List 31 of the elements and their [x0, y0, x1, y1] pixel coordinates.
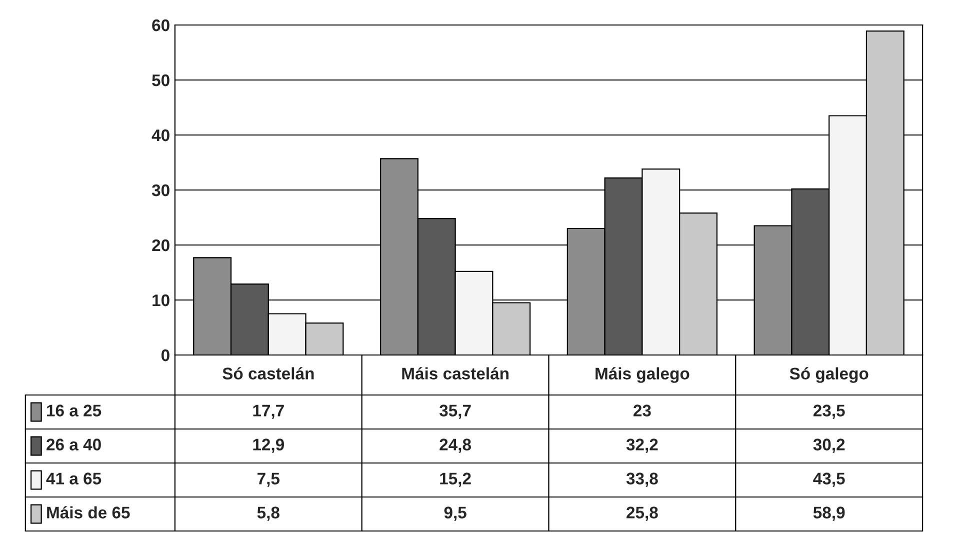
y-tick-label: 30 — [152, 184, 170, 196]
data-label: 25,8 — [626, 506, 658, 521]
legend-label: Máis de 65 — [47, 506, 130, 518]
x-tick-label: Máis castelán — [402, 367, 508, 380]
data-label: 9,5 — [444, 506, 466, 521]
data-label: 33,8 — [626, 472, 658, 487]
y-tick-label: 40 — [152, 129, 170, 142]
legend-label: 41 a 65 — [46, 472, 102, 484]
y-tick-label: 60 — [152, 19, 170, 32]
data-label: 15,2 — [440, 472, 471, 487]
data-label: 23 — [634, 404, 651, 416]
data-label: 7,5 — [258, 472, 280, 487]
data-label: 30,2 — [813, 438, 845, 453]
data-label: 17,7 — [253, 404, 284, 419]
legend-label: 26 a 40 — [46, 438, 101, 450]
x-tick-label: Só castelán — [222, 367, 314, 380]
y-tick-label: 20 — [152, 239, 170, 252]
data-label: 58,9 — [813, 506, 845, 521]
data-label: 32,2 — [626, 438, 658, 453]
legend-label: 16 a 25 — [47, 404, 102, 416]
data-label: 43,5 — [813, 472, 845, 487]
data-label: 24,8 — [440, 438, 472, 453]
x-tick-label: Máis galego — [596, 367, 690, 383]
data-label: 12,9 — [253, 438, 284, 453]
y-tick-label: 50 — [152, 74, 170, 86]
y-tick-label: 10 — [152, 294, 170, 306]
x-tick-label: Só galego — [790, 367, 868, 383]
data-label: 5,8 — [257, 506, 280, 521]
y-tick-label: 0 — [161, 349, 170, 362]
data-label: 35,7 — [439, 404, 471, 419]
data-label: 23,5 — [813, 404, 845, 419]
